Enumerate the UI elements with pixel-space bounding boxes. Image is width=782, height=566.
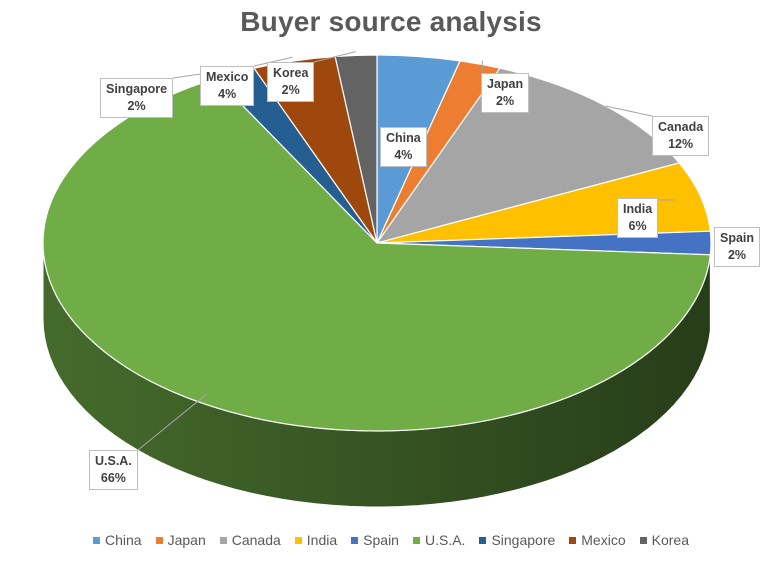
data-label-category: Canada [658,120,704,134]
legend-swatch [351,536,359,544]
legend-swatch [93,536,100,544]
leader-line-u-s-a [137,393,208,451]
legend-item-spain: Spain [351,532,399,548]
legend-item-japan: Japan [155,532,206,548]
data-label-category: Mexico [206,70,249,84]
legend-swatch [219,536,227,544]
leader-line-mexico [253,56,293,67]
legend-label: India [306,532,338,548]
data-label-korea: Korea 2% [267,62,315,102]
legend-swatch [479,536,487,544]
data-label-value: 4% [394,148,413,162]
legend-swatch [294,536,302,544]
data-label-singapore: Singapore 2% [100,78,174,118]
data-label-india: India 6% [617,198,659,238]
legend-item-mexico: Mexico [569,532,626,548]
legend-item-u-s-a: U.S.A. [412,532,466,548]
pie-top-faces [42,54,712,432]
data-label-value: 2% [127,99,146,113]
legend-swatch [569,536,577,544]
legend-label: Korea [651,532,689,548]
data-label-category: Spain [720,231,755,245]
data-label-category: U.S.A. [95,454,132,468]
legend-swatch [155,536,163,544]
data-label-value: 6% [628,219,647,233]
legend-item-india: India [294,532,338,548]
legend-label: Spain [363,532,399,548]
leader-line-canada [605,105,653,117]
leader-line-korea [313,51,356,63]
legend-item-canada: Canada [219,532,281,548]
data-label-value: 4% [218,87,237,101]
legend-label: China [105,532,142,548]
legend-swatch [412,536,420,544]
chart-title: Buyer source analysis [240,6,542,37]
data-label-spain: Spain 2% [714,227,761,267]
data-label-china: China 4% [380,127,427,167]
legend-label: Japan [167,532,206,548]
data-label-category: China [386,131,421,145]
data-label-value: 2% [496,94,515,108]
data-label-category: India [623,202,653,216]
data-label-japan: Japan 2% [481,73,530,113]
legend-item-korea: Korea [639,532,689,548]
legend-swatch [639,536,647,544]
data-label-u-s-a: U.S.A. 66% [89,450,138,490]
legend: China Japan Canada India Spain U.S.A. Singapor… [0,532,782,548]
data-label-value: 12% [668,137,694,151]
data-label-value: 2% [727,248,747,262]
data-label-canada: Canada 12% [652,116,710,156]
data-label-mexico: Mexico 4% [200,66,255,106]
legend-label: Mexico [581,532,626,548]
legend-item-china: China [93,532,142,548]
data-label-value: 66% [100,471,126,485]
data-label-category: Singapore [106,82,168,96]
legend-label: U.S.A. [424,532,466,548]
legend-label: Singapore [491,532,556,548]
data-label-category: Korea [273,66,309,80]
data-label-value: 2% [281,83,300,97]
legend-label: Canada [231,532,281,548]
legend-item-singapore: Singapore [479,532,555,548]
data-label-category: Japan [487,77,524,91]
